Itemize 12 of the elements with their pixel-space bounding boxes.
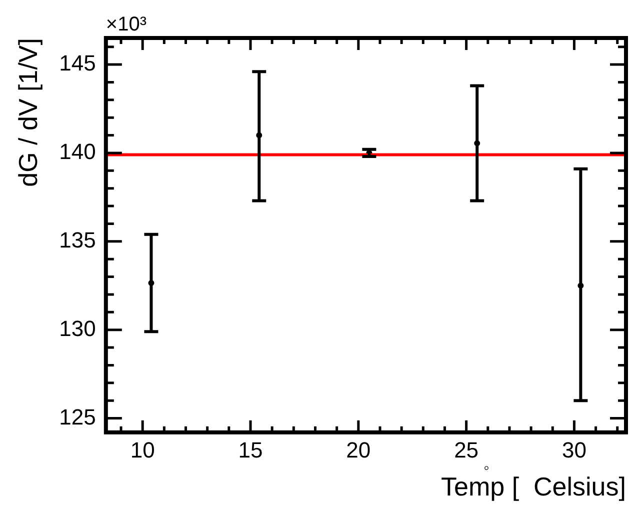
y-tick-label: 130 <box>59 316 96 341</box>
y-tick-label: 145 <box>59 50 96 76</box>
x-tick-label: 10 <box>130 438 155 463</box>
x-tick-label: 20 <box>346 438 371 463</box>
x-tick-label: 30 <box>562 438 586 463</box>
y-tick-label: 135 <box>59 227 96 252</box>
x-tick-label: 25 <box>454 438 479 463</box>
text: ×10³ <box>106 14 147 36</box>
y-tick-label: 125 <box>59 404 96 430</box>
y-tick-label: 140 <box>59 139 96 164</box>
x-tick-label: 15 <box>238 438 263 463</box>
y-axis-title: dG / dV [1/V] <box>12 38 43 187</box>
